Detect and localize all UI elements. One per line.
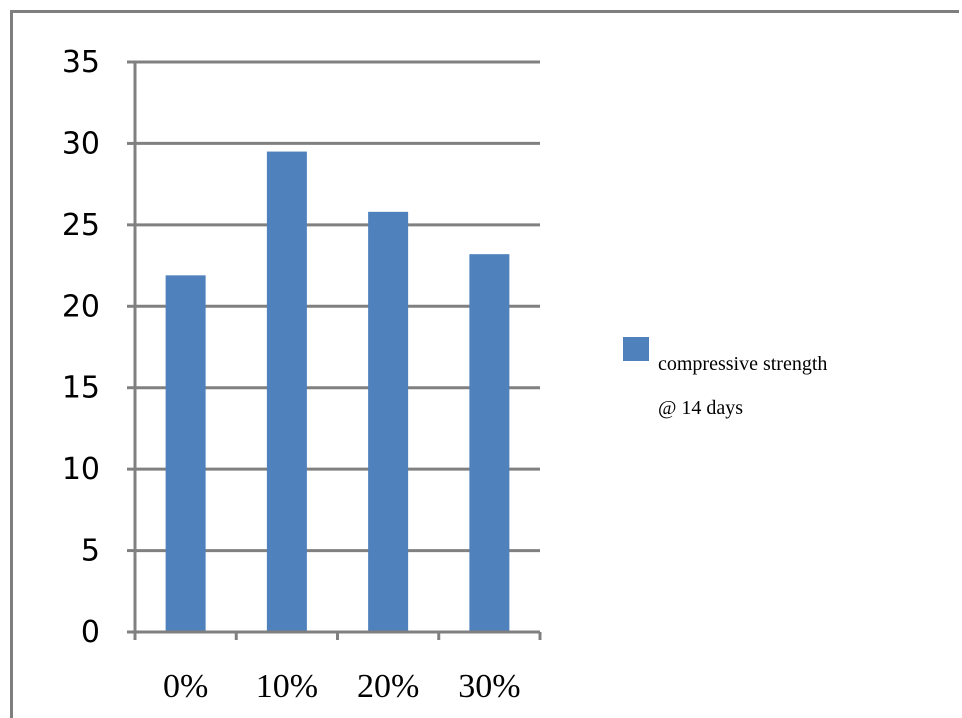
- bar-10pct: [266, 151, 307, 633]
- y-tick-labels: 0 5 10 15 20 25 30 35: [62, 45, 100, 650]
- y-tick-label: 5: [81, 534, 100, 569]
- legend-label: compressive strength: [658, 353, 827, 375]
- legend: compressive strength @ 14 days: [623, 337, 827, 419]
- y-tick-label: 25: [62, 208, 100, 243]
- y-tick-label: 35: [62, 45, 100, 80]
- y-tick-label: 20: [62, 289, 100, 324]
- bars: [165, 151, 510, 633]
- legend-label: @ 14 days: [658, 397, 743, 419]
- legend-swatch: [623, 337, 649, 361]
- x-tick-label: 10%: [256, 668, 318, 705]
- y-tick-label: 30: [62, 126, 100, 161]
- y-tick-label: 15: [62, 371, 100, 406]
- x-tick-label: 30%: [458, 668, 520, 705]
- bar-20pct: [368, 211, 409, 633]
- y-tick-label: 0: [81, 615, 100, 650]
- x-tick-label: 20%: [357, 668, 419, 705]
- y-tick-label: 10: [62, 452, 100, 487]
- axes: [127, 60, 542, 640]
- bar-30pct: [469, 254, 510, 632]
- bar-0pct: [165, 275, 206, 632]
- x-tick-labels: 0% 10% 20% 30%: [163, 668, 521, 705]
- chart-frame: [10, 10, 959, 718]
- x-tick-label: 0%: [163, 668, 208, 705]
